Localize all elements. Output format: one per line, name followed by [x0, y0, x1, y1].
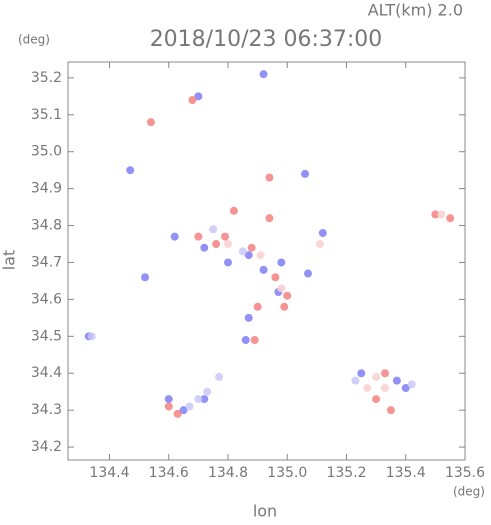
echo-point: [212, 240, 221, 249]
echo-point: [301, 169, 310, 178]
y-tick-label: 35.1: [31, 107, 62, 123]
echo-point: [265, 173, 274, 182]
x-unit: (deg): [453, 485, 485, 499]
echo-point: [280, 302, 289, 311]
echo-point: [256, 251, 265, 260]
y-tick-label: 34.8: [31, 218, 62, 234]
x-tick-label: 135.4: [386, 465, 426, 481]
echo-point: [164, 402, 173, 411]
echo-point: [253, 302, 262, 311]
x-tick-label: 135.0: [267, 465, 307, 481]
echo-point: [87, 332, 96, 341]
plot-frame: [67, 61, 466, 461]
echo-point: [185, 402, 194, 411]
echo-point: [223, 240, 232, 249]
y-tick-label: 34.3: [31, 402, 62, 418]
x-tick-label: 135.2: [326, 465, 366, 481]
y-unit: (deg): [18, 33, 50, 47]
echo-point: [244, 313, 253, 322]
echo-point: [283, 291, 292, 300]
echo-point: [303, 269, 312, 278]
echo-point: [401, 384, 410, 393]
y-tick-label: 34.4: [31, 365, 62, 381]
echo-point: [126, 166, 135, 175]
echo-point: [357, 369, 366, 378]
y-tick-label: 34.6: [31, 291, 62, 307]
y-tick-label: 35.2: [31, 70, 62, 86]
x-tick-label: 135.6: [445, 465, 485, 481]
y-axis-label: lat: [0, 250, 19, 271]
echo-point: [200, 395, 209, 404]
echo-point: [315, 240, 324, 249]
echo-point: [170, 232, 179, 241]
echo-point: [238, 247, 247, 256]
echo-point: [277, 284, 286, 293]
echo-point: [173, 409, 182, 418]
echo-point: [381, 384, 390, 393]
echo-point: [188, 96, 197, 105]
echo-point: [209, 225, 218, 234]
echo-point: [244, 251, 253, 260]
y-tick-label: 34.5: [31, 328, 62, 344]
echo-point: [437, 210, 446, 219]
echo-point: [141, 273, 150, 282]
echo-point: [259, 265, 268, 274]
chart-title: 2018/10/23 06:37:00: [150, 27, 383, 52]
y-tick-label: 34.7: [31, 254, 62, 270]
echo-point: [164, 395, 173, 404]
echo-point: [318, 228, 327, 237]
echo-point: [215, 372, 224, 381]
echo-point: [431, 210, 440, 219]
echo-point: [221, 232, 230, 241]
x-axis-label: lon: [253, 502, 277, 521]
echo-point: [392, 376, 401, 385]
x-tick-label: 134.4: [89, 465, 129, 481]
echo-point: [265, 214, 274, 223]
echo-point: [446, 214, 455, 223]
echo-point: [277, 258, 286, 267]
echo-point: [372, 372, 381, 381]
altitude-label: ALT(km) 2.0: [368, 1, 463, 20]
echo-point: [259, 70, 268, 79]
x-tick-label: 134.8: [208, 465, 248, 481]
echo-point: [200, 243, 209, 252]
echo-point: [229, 206, 238, 215]
echo-point: [386, 406, 395, 415]
y-tick-label: 35.0: [31, 144, 62, 160]
echo-point: [271, 273, 280, 282]
echo-point: [351, 376, 360, 385]
echo-point: [241, 336, 250, 345]
echo-point: [372, 395, 381, 404]
echo-point: [203, 387, 212, 396]
echo-point: [407, 380, 416, 389]
echo-point: [146, 118, 155, 127]
echo-point: [179, 406, 188, 415]
echo-point: [223, 258, 232, 267]
y-tick-label: 34.2: [31, 439, 62, 455]
echo-point: [247, 243, 256, 252]
x-tick-label: 134.6: [149, 465, 189, 481]
echo-point: [381, 369, 390, 378]
echo-point: [250, 336, 259, 345]
echo-point: [194, 92, 203, 101]
echo-point: [194, 232, 203, 241]
echo-point: [363, 384, 372, 393]
echo-point: [194, 395, 203, 404]
y-tick-label: 34.9: [31, 181, 62, 197]
